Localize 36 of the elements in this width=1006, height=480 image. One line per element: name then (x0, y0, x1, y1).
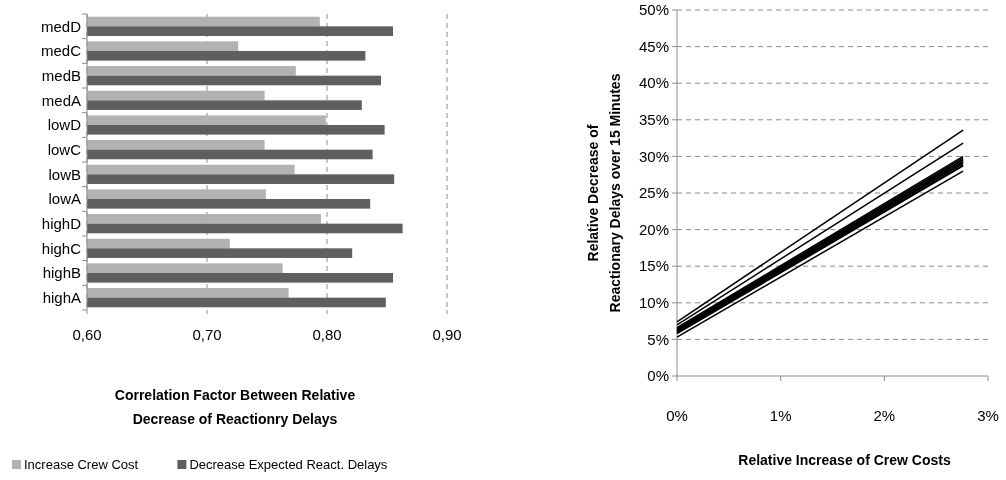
y-tick-label: lowB (48, 165, 81, 183)
y-tick-label: medC (40, 42, 82, 60)
y-tick-label: highA (42, 288, 81, 306)
y-tick-label: 45% (638, 37, 669, 55)
y-tick-label: medA (41, 91, 81, 109)
y-tick-label: highB (42, 264, 81, 282)
y-tick-label: 10% (638, 294, 669, 312)
y-tick-label: 40% (638, 74, 669, 92)
x-tick-label: 0,90 (432, 326, 462, 343)
y-tick-label: lowC (47, 140, 82, 158)
y-tick-label: lowD (47, 116, 82, 134)
x-axis-title: Relative Increase of Crew Costs (738, 452, 951, 468)
x-tick-label: 0,60 (72, 326, 102, 343)
x-axis-title: Correlation Factor Between Relative Decrease of Reactionry Delays (114, 387, 356, 427)
y-tick-label: medB (41, 66, 81, 84)
x-tick-label: 1% (769, 407, 792, 424)
y-tick-label: lowA (48, 190, 81, 208)
legend-label: Increase Crew Cost (24, 457, 139, 472)
y-tick-label: 50% (638, 1, 669, 19)
y-tick-label: 20% (638, 220, 669, 238)
y-tick-label: 5% (647, 330, 669, 348)
y-tick-label: 35% (638, 111, 669, 129)
x-tick-label: 0% (666, 407, 688, 424)
y-tick-label: 15% (638, 257, 669, 275)
y-axis-title: Relative Decrease of Reactionary Delays over 15 Minutes (585, 73, 623, 313)
x-tick-label: 0,80 (312, 326, 342, 343)
y-tick-label: 0% (647, 367, 669, 385)
y-tick-label: 30% (638, 147, 669, 165)
legend-label: Decrease Expected React. Delays (189, 457, 388, 472)
x-tick-label: 3% (977, 407, 999, 424)
y-tick-label: medD (40, 17, 82, 35)
y-tick-label: highD (41, 214, 82, 232)
x-tick-label: 0,70 (192, 326, 222, 343)
y-tick-label: highC (41, 239, 82, 257)
x-tick-label: 2% (873, 407, 896, 424)
y-tick-label: 25% (638, 184, 669, 202)
